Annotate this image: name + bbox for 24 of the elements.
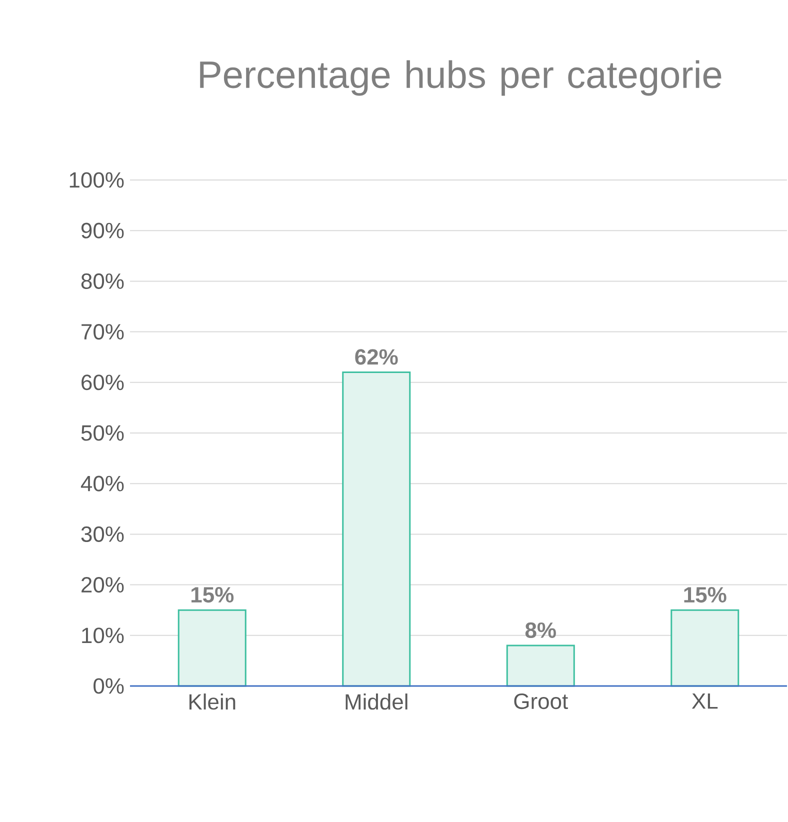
y-tick-label: 50%: [81, 425, 124, 441]
bar: [178, 609, 247, 687]
data-label: 15%: [192, 587, 234, 603]
chart-title: Percentage hubs per categorie: [200, 60, 722, 96]
y-tick-label: 0%: [94, 678, 124, 694]
y-tick-label: 60%: [82, 374, 124, 390]
y-tick-label: 80%: [82, 273, 124, 289]
y-tick-label: 30%: [81, 526, 124, 542]
data-label: 8%: [526, 622, 556, 638]
x-tick-label: Groot: [514, 694, 568, 710]
data-label: 62%: [355, 349, 398, 365]
data-label: 15%: [684, 587, 726, 603]
x-tick-label: Middel: [346, 694, 408, 710]
y-tick-label: 90%: [82, 222, 124, 238]
y-tick-label: 10%: [82, 628, 124, 644]
bar: [670, 609, 740, 687]
y-tick-label: 100%: [70, 172, 124, 188]
x-tick-label: XL: [692, 694, 718, 709]
y-tick-label: 40%: [81, 476, 124, 492]
bar: [506, 644, 576, 687]
y-tick-label: 20%: [82, 577, 124, 593]
x-tick-label: Klein: [190, 694, 236, 710]
y-tick-label: 70%: [82, 324, 124, 340]
bar: [342, 372, 411, 687]
